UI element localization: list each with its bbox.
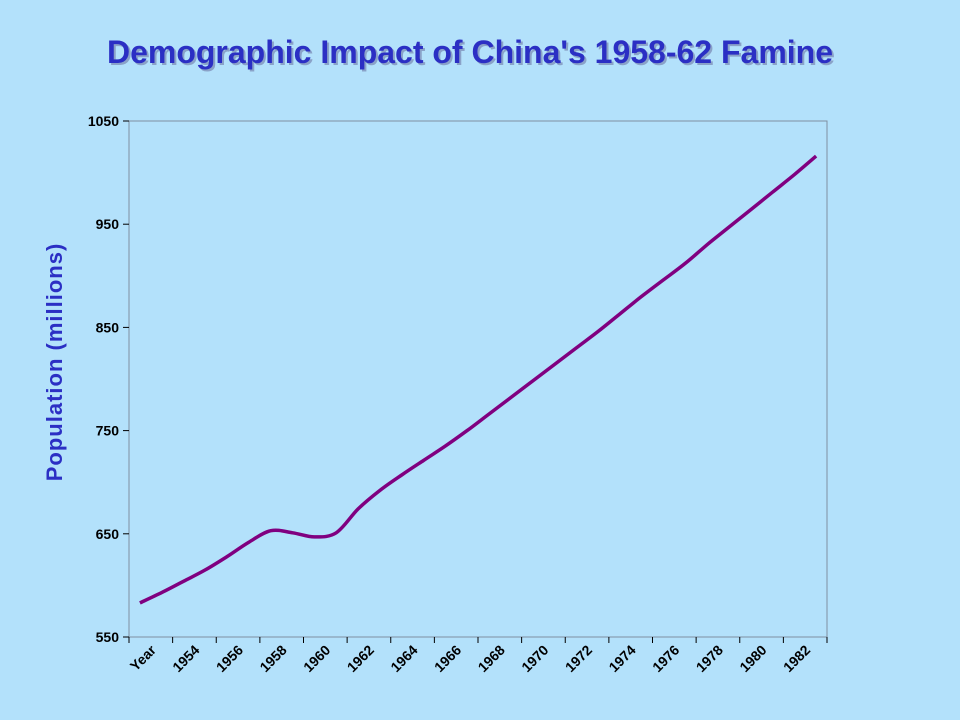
y-axis-title: Population (millions) (42, 243, 67, 482)
x-tick-label: 1974 (605, 642, 638, 675)
population-series-line (139, 154, 818, 605)
x-tick-label: 1958 (256, 642, 289, 675)
y-tick-label: 650 (96, 526, 120, 542)
x-tick-label: 1954 (169, 642, 202, 675)
series-group (139, 154, 818, 605)
plot-area (128, 120, 828, 638)
x-tick-label: 1982 (780, 642, 813, 675)
y-tick-label: 550 (96, 629, 120, 645)
x-tick-label: 1960 (300, 642, 333, 675)
slide-title: Demographic Impact of China's 1958-62 Fa… (106, 34, 834, 70)
x-tick-label: Year (127, 641, 160, 674)
x-tick-label: 1972 (562, 642, 595, 675)
y-tick-label: 750 (96, 423, 120, 439)
y-tick-label: 950 (96, 216, 120, 232)
x-tick-label: 1970 (518, 642, 551, 675)
x-tick-label: 1968 (475, 642, 508, 675)
y-axis: 550 650 750 850 950 1050 (88, 113, 129, 645)
x-tick-label: 1980 (736, 642, 769, 675)
x-tick-label: 1976 (649, 642, 682, 675)
y-tick-label: 850 (96, 319, 120, 335)
x-tick-label: 1966 (431, 642, 464, 675)
x-tick-label: 1964 (387, 642, 420, 675)
x-tick-label: 1978 (693, 642, 726, 675)
x-axis: Year 1954 1956 1958 1960 1962 1964 1966 1968 1970… (127, 637, 828, 675)
y-tick-label: 1050 (88, 113, 119, 129)
x-tick-label: 1956 (213, 642, 246, 675)
x-tick-label: 1962 (344, 642, 377, 675)
